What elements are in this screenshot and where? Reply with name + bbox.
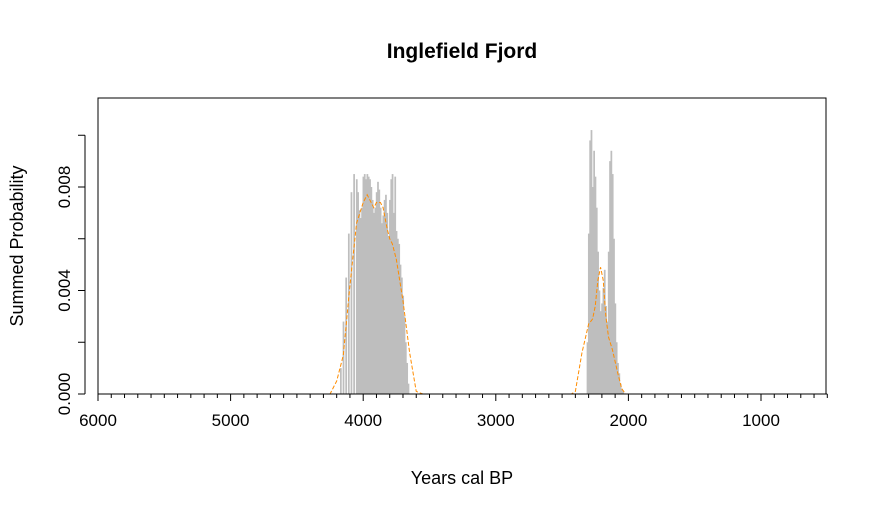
- histogram-bar: [591, 187, 594, 394]
- histogram-bar: [605, 306, 607, 394]
- histogram-bar: [603, 269, 606, 394]
- histogram-bar: [370, 187, 373, 394]
- histogram-bar: [393, 212, 395, 395]
- histogram-bar: [607, 251, 610, 394]
- histogram-bar: [369, 179, 371, 394]
- histogram-bar: [387, 236, 390, 394]
- plot-frame: [97, 97, 827, 395]
- histogram-bar: [614, 303, 617, 394]
- histogram-bar: [404, 342, 407, 394]
- histogram-bar: [619, 383, 622, 394]
- x-tick-label: 6000: [79, 411, 117, 430]
- histogram-bar: [400, 277, 403, 394]
- x-axis-title: Years cal BP: [411, 468, 513, 488]
- histogram-bar: [587, 233, 590, 394]
- histogram-bar: [345, 277, 348, 394]
- y-axis-title: Summed Probability: [7, 165, 27, 326]
- histogram-bar: [589, 140, 592, 394]
- running-mean-line: [323, 193, 632, 395]
- histogram-bar: [597, 251, 599, 394]
- histogram-bar: [382, 215, 385, 394]
- histogram-bar: [593, 150, 595, 394]
- histogram-bar: [350, 192, 353, 394]
- histogram-bar: [403, 316, 406, 395]
- histogram-bar: [407, 383, 410, 394]
- histogram-bar: [389, 199, 391, 394]
- y-axis: 0.000 0.004 0.008: [55, 134, 86, 416]
- histogram-bar: [398, 243, 401, 394]
- y-tick-label: 0.000: [55, 373, 74, 416]
- x-axis: 6000 5000 4000 3000 2000 1000: [79, 393, 828, 430]
- histogram-bar: [347, 233, 350, 394]
- histogram-bar: [340, 368, 342, 395]
- histogram-bar: [373, 212, 375, 395]
- histogram-bar: [601, 303, 603, 394]
- histogram-bar: [363, 174, 366, 394]
- histogram-bar: [399, 264, 402, 395]
- histogram-bar: [381, 223, 383, 394]
- y-tick-label: 0.008: [55, 166, 74, 209]
- histogram-bar: [383, 199, 386, 394]
- histogram-bar: [390, 179, 393, 394]
- histogram-bar: [379, 207, 382, 394]
- histogram-bar: [606, 321, 609, 394]
- histogram-bar: [366, 174, 369, 394]
- histogram-bar: [598, 290, 601, 394]
- x-tick-label: 4000: [344, 411, 382, 430]
- histogram-bar: [375, 192, 378, 394]
- histogram-bar: [397, 238, 399, 394]
- x-tick-label: 1000: [742, 411, 780, 430]
- histogram-bar: [391, 174, 394, 394]
- x-tick-label: 5000: [212, 411, 250, 430]
- histogram-bar: [621, 388, 623, 394]
- histogram-bar: [599, 311, 602, 394]
- histogram-bar: [617, 362, 619, 394]
- histogram-bar: [394, 176, 397, 394]
- histogram-bar: [622, 391, 625, 394]
- histogram-bar: [353, 174, 355, 394]
- histogram-bar: [406, 362, 409, 394]
- y-tick-label: 0.004: [55, 269, 74, 312]
- x-tick-label: 3000: [477, 411, 515, 430]
- histogram-bar: [367, 176, 370, 394]
- histogram-bar: [355, 179, 358, 394]
- histogram-bar: [362, 176, 365, 394]
- histogram-bar: [385, 194, 387, 394]
- histogram-bar: [358, 210, 361, 394]
- histogram-bar: [374, 207, 377, 394]
- histogram-bar: [395, 230, 398, 394]
- histogram-bar: [371, 199, 374, 394]
- histogram-bar: [609, 161, 611, 394]
- histogram-bar: [586, 342, 589, 394]
- histogram-bar: [377, 181, 379, 394]
- histogram-bar: [361, 207, 363, 394]
- histogram-bar: [594, 176, 597, 394]
- x-tick-label: 2000: [609, 411, 647, 430]
- histogram-bar: [613, 238, 615, 394]
- chart-title: Inglefield Fjord: [387, 40, 538, 63]
- histogram-bar: [610, 150, 613, 394]
- histogram-bar: [365, 179, 367, 394]
- histogram-bar: [357, 192, 359, 394]
- histogram-bar: [611, 174, 614, 394]
- histogram-bar: [402, 295, 405, 394]
- histogram-bar: [342, 321, 345, 394]
- histogram-bar: [595, 207, 598, 394]
- histogram-bar: [602, 287, 605, 394]
- histogram-bar: [386, 212, 389, 395]
- histogram-bar: [618, 373, 621, 394]
- histogram-bar: [359, 218, 362, 394]
- histogram-bar: [378, 189, 381, 394]
- histogram-bar: [590, 130, 593, 394]
